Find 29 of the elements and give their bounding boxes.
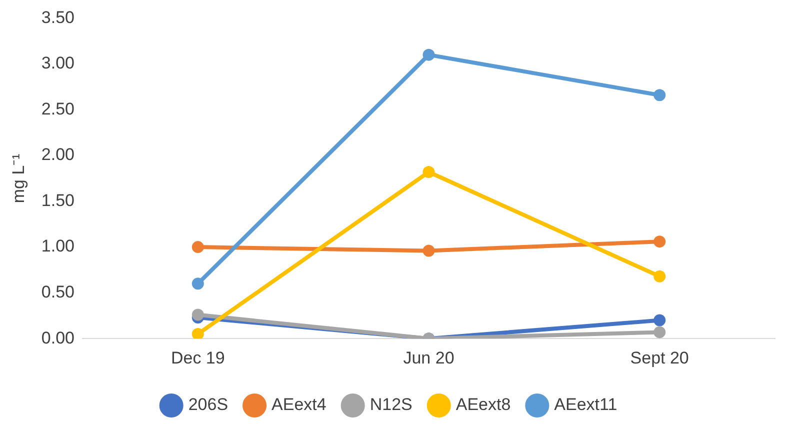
y-tick-label: 2.50 (41, 99, 74, 118)
legend-label: N12S (370, 395, 412, 414)
legend-label: AEext8 (456, 395, 511, 414)
point (422, 166, 435, 178)
legend-label: AEext4 (272, 395, 326, 414)
point (654, 270, 666, 282)
x-tick-label: Sept 20 (630, 348, 689, 368)
point (654, 89, 666, 102)
point (654, 326, 666, 338)
point (192, 328, 204, 339)
point (654, 236, 666, 248)
point (422, 244, 435, 257)
point (654, 314, 666, 326)
y-tick-label: 3.50 (41, 8, 74, 27)
point (192, 241, 204, 254)
point (192, 278, 204, 290)
y-tick-label: 1.00 (41, 236, 74, 256)
y-axis-title: mg L⁻¹ (8, 153, 28, 204)
legend-label: AEext11 (554, 395, 618, 414)
point (192, 308, 204, 321)
y-tick-label: 1.50 (41, 190, 74, 210)
x-tick-label: Dec 19 (170, 348, 225, 368)
y-tick-label: 0.50 (41, 282, 74, 302)
x-tick-label: Jun 20 (403, 348, 454, 368)
y-tick-label: 3.00 (41, 54, 74, 73)
y-tick-label: 0.00 (41, 328, 74, 348)
point (422, 48, 435, 61)
legend-label: 206S (188, 395, 228, 414)
y-tick-label: 2.00 (41, 145, 74, 164)
